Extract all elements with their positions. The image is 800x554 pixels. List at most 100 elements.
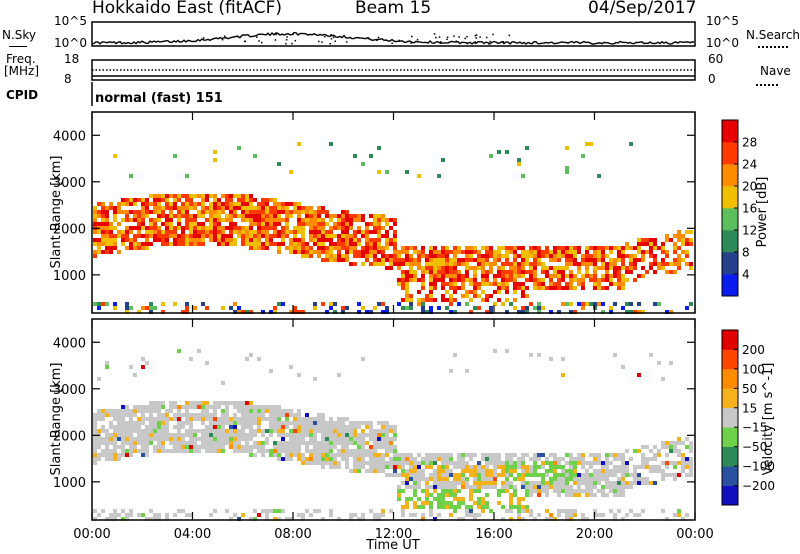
echo-cell — [385, 258, 389, 262]
echo-cell — [381, 262, 385, 266]
echo-cell — [369, 461, 373, 465]
echo-cell — [413, 477, 417, 481]
radar-title: Hokkaido East (fitACF) — [92, 0, 283, 18]
echo-cell — [389, 262, 393, 266]
echo-cell — [357, 214, 361, 218]
echo-cell — [205, 306, 209, 310]
echo-cell — [221, 226, 225, 230]
echo-cell — [113, 441, 117, 445]
echo-cell — [209, 405, 213, 409]
echo-cell — [469, 258, 473, 262]
echo-cell — [537, 489, 541, 493]
echo-cell — [213, 218, 217, 222]
noise-dot — [446, 36, 449, 39]
echo-cell — [253, 433, 257, 437]
echo-cell — [213, 194, 217, 198]
echo-cell — [505, 254, 509, 258]
echo-cell — [125, 218, 129, 222]
echo-cell — [409, 258, 413, 262]
echo-cell — [93, 206, 97, 210]
echo-cell — [277, 405, 281, 409]
echo-cell — [481, 469, 485, 473]
echo-cell — [221, 417, 225, 421]
echo-cell — [617, 278, 621, 282]
echo-cell — [213, 230, 217, 234]
echo-cell — [373, 258, 377, 262]
echo-cell — [337, 461, 341, 465]
echo-cell — [493, 278, 497, 282]
echo-cell — [205, 437, 209, 441]
echo-cell — [265, 230, 269, 234]
echo-cell — [505, 246, 509, 250]
echo-cell — [641, 457, 645, 461]
echo-cell — [529, 489, 533, 493]
echo-cell — [197, 202, 201, 206]
echo-cell — [689, 469, 693, 473]
echo-cell — [217, 425, 221, 429]
echo-cell — [481, 501, 485, 505]
echo-cell — [625, 242, 629, 246]
echo-cell — [105, 218, 109, 222]
echo-cell — [173, 449, 177, 453]
echo-cell — [445, 246, 449, 250]
echo-cell — [153, 425, 157, 429]
echo-cell — [205, 230, 209, 234]
echo-cell — [117, 206, 121, 210]
echo-cell — [165, 513, 169, 517]
echo-cell — [669, 473, 673, 477]
echo-cell — [213, 509, 217, 513]
echo-cell — [345, 461, 349, 465]
echo-cell — [313, 242, 317, 246]
echo-cell — [213, 429, 217, 433]
echo-cell — [101, 453, 105, 457]
echo-cell — [609, 469, 613, 473]
echo-cell — [97, 413, 101, 417]
echo-cell — [377, 517, 381, 521]
echo-cell — [581, 489, 585, 493]
echo-cell — [313, 429, 317, 433]
echo-cell — [337, 250, 341, 254]
echo-cell — [525, 262, 529, 266]
echo-cell — [361, 445, 365, 449]
echo-cell — [649, 238, 653, 242]
echo-cell — [505, 485, 509, 489]
echo-cell — [345, 210, 349, 214]
echo-cell — [157, 238, 161, 242]
echo-cell — [517, 505, 521, 509]
echo-cell — [525, 485, 529, 489]
echo-cell — [617, 481, 621, 485]
echo-cell — [629, 481, 633, 485]
date-label: 04/Sep/2017 — [588, 0, 697, 18]
echo-cell — [481, 258, 485, 262]
echo-cell — [549, 485, 553, 489]
echo-cell — [585, 477, 589, 481]
echo-cell — [289, 445, 293, 449]
echo-cell — [397, 282, 401, 286]
echo-cell — [593, 481, 597, 485]
echo-cell — [493, 477, 497, 481]
echo-cell — [369, 453, 373, 457]
echo-cell — [677, 258, 681, 262]
echo-cell — [285, 214, 289, 218]
echo-cell — [217, 429, 221, 433]
echo-cell — [557, 270, 561, 274]
echo-cell — [677, 254, 681, 258]
echo-cell — [529, 481, 533, 485]
echo-cell — [477, 258, 481, 262]
echo-cell — [533, 266, 537, 270]
echo-cell — [417, 465, 421, 469]
echo-cell — [93, 437, 97, 441]
echo-cell — [521, 453, 525, 457]
echo-cell — [677, 437, 681, 441]
echo-cell — [533, 489, 537, 493]
echo-cell — [613, 493, 617, 497]
echo-cell — [321, 425, 325, 429]
echo-cell — [453, 473, 457, 477]
echo-cell — [273, 425, 277, 429]
echo-cell — [365, 258, 369, 262]
echo-cell — [613, 513, 617, 517]
echo-cell — [285, 206, 289, 210]
echo-cell — [329, 242, 333, 246]
echo-cell — [245, 206, 249, 210]
echo-cell — [429, 477, 433, 481]
